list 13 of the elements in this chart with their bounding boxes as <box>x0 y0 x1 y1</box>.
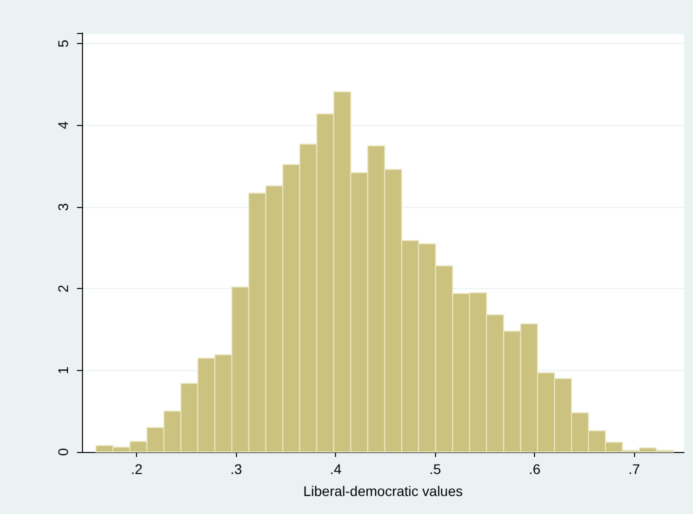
x-tick-label: .7 <box>628 461 640 477</box>
y-tick-label: 4 <box>55 121 71 130</box>
x-axis-title: Liberal-democratic values <box>303 483 463 499</box>
x-tick-label: .6 <box>528 461 541 477</box>
y-tick-label: 0 <box>55 448 71 456</box>
x-tick-label: .4 <box>330 461 342 477</box>
x-tick-label: .2 <box>130 461 143 477</box>
y-tick-label: 1 <box>55 366 71 374</box>
x-tick-label: .3 <box>230 461 242 477</box>
x-tick-label: .5 <box>429 461 442 477</box>
y-tick-label: 2 <box>55 284 71 293</box>
y-tick-label: 5 <box>55 40 71 48</box>
y-tick-label: 3 <box>55 202 71 211</box>
